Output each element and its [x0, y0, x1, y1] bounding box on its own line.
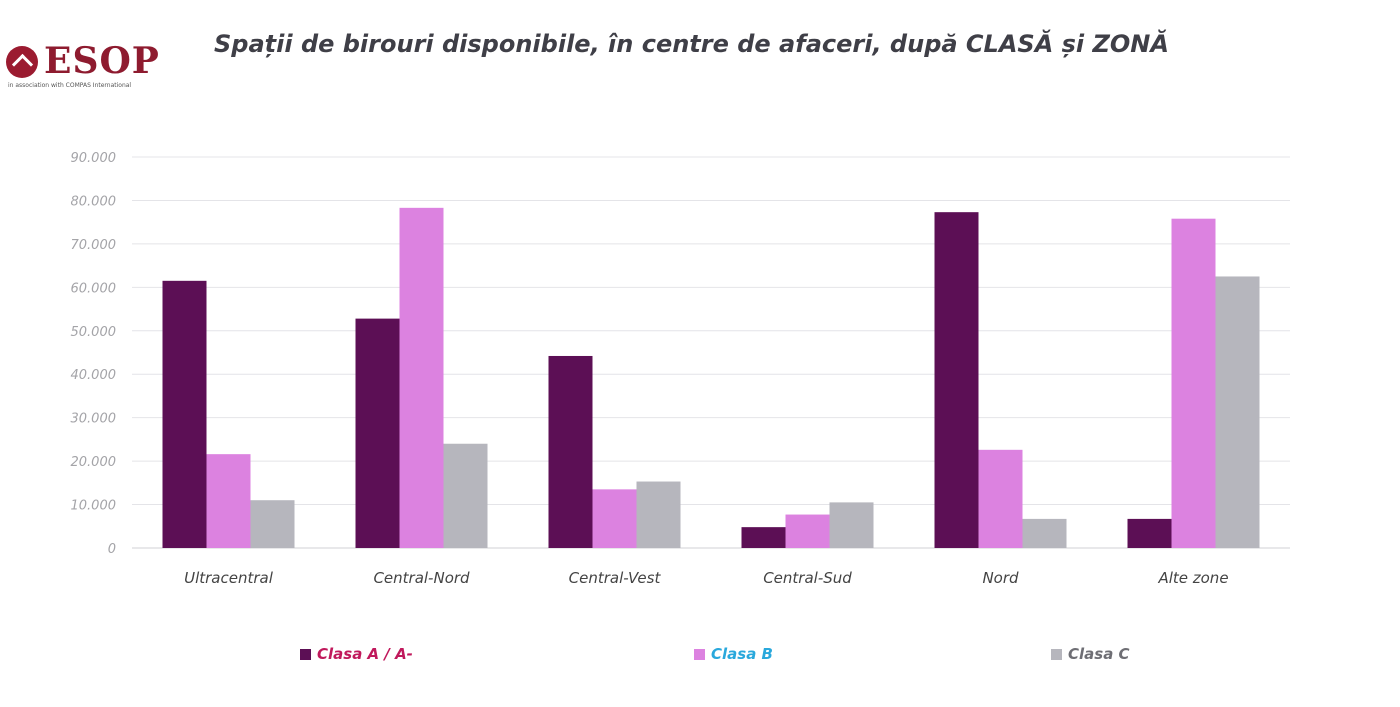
- legend-swatch: [300, 648, 311, 660]
- y-tick-label: 90.000: [71, 151, 117, 166]
- logo-text: ESOP: [44, 40, 160, 82]
- y-tick-label: 10.000: [71, 499, 117, 514]
- legend-swatch: [694, 648, 705, 660]
- chart-title: Spații de birouri disponibile, în centre…: [214, 30, 1169, 58]
- legend-label: Clasa A / A-: [317, 645, 413, 663]
- category-label: Nord: [982, 569, 1019, 587]
- category-label: Alte zone: [1157, 569, 1228, 587]
- bar: [250, 500, 295, 548]
- bar: [548, 355, 593, 548]
- y-tick-label: 20.000: [71, 455, 117, 470]
- bar: [443, 443, 488, 548]
- bar: [741, 527, 786, 548]
- legend-label: Clasa C: [1068, 645, 1130, 663]
- logo-subtext: in association with COMPAS International: [8, 82, 132, 89]
- esop-logo-icon: [6, 46, 38, 78]
- legend-item: Clasa B: [694, 644, 773, 664]
- legend-swatch: [1051, 648, 1062, 660]
- bar: [592, 489, 637, 548]
- y-tick-label: 0: [108, 542, 116, 557]
- category-label: Central-Nord: [373, 569, 470, 587]
- category-label: Ultracentral: [184, 569, 274, 587]
- bar: [1127, 518, 1172, 548]
- bar: [636, 481, 681, 548]
- bar: [785, 514, 830, 548]
- bar: [162, 280, 207, 548]
- y-tick-label: 70.000: [71, 238, 117, 253]
- legend-item: Clasa A / A-: [300, 644, 413, 664]
- y-tick-label: 30.000: [71, 412, 117, 427]
- y-tick-label: 60.000: [71, 281, 117, 296]
- y-tick-label: 40.000: [71, 368, 117, 383]
- bar: [829, 502, 874, 548]
- legend-item: Clasa C: [1051, 644, 1130, 664]
- y-tick-label: 80.000: [71, 194, 117, 209]
- legend-label: Clasa B: [711, 645, 773, 663]
- category-label: Central-Vest: [569, 569, 662, 587]
- bar: [1171, 218, 1216, 549]
- category-label: Central-Sud: [763, 569, 852, 587]
- bar: [1022, 518, 1067, 548]
- bar: [978, 449, 1023, 548]
- bar: [206, 454, 251, 548]
- bar: [934, 212, 979, 548]
- bar: [399, 207, 444, 548]
- bar: [1215, 276, 1260, 548]
- bar: [355, 318, 400, 548]
- y-tick-label: 50.000: [71, 325, 117, 340]
- esop-logo: ESOP in association with COMPAS Internat…: [6, 40, 166, 92]
